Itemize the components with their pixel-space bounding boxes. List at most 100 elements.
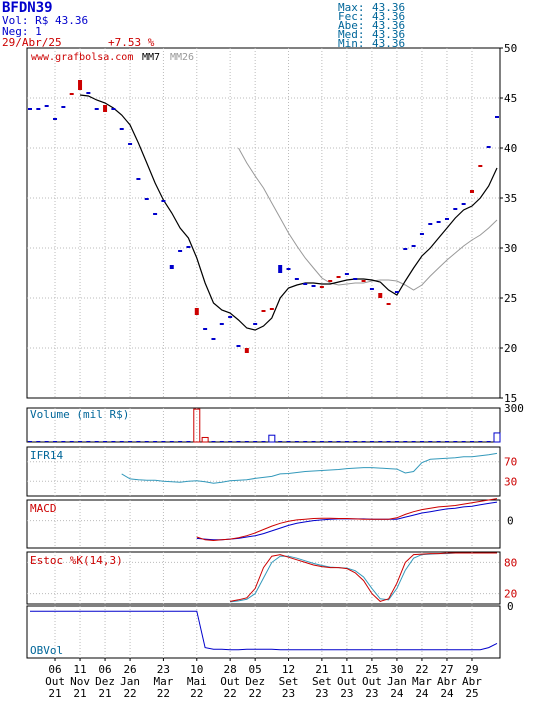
xtick-month: Jan [120,675,140,688]
price-candle [394,291,399,293]
price-candle [411,245,416,247]
volume-bar [311,441,316,442]
volume-bar [419,441,424,442]
price-candle [69,93,74,95]
legend-mm7: MM7 [142,52,160,63]
xtick-year: 25 [465,687,478,700]
volume-bar [28,441,32,442]
xtick-year: 22 [157,687,170,700]
trades-text: Neg: 1 [2,25,42,38]
price-candle [169,265,174,269]
xtick-year: 23 [365,687,378,700]
volume-bar [353,441,358,442]
xtick-month: Out [220,675,240,688]
volume-bar [111,441,116,442]
price-candle [78,80,83,90]
xtick-year: 24 [415,687,429,700]
volume-bar [144,441,149,442]
price-candle [94,108,99,110]
volume-bar [61,441,66,442]
stat-value-abe: 43.36 [372,19,406,32]
volume-bar [86,441,91,442]
stat-label-min: Min: [338,37,365,50]
price-candle [311,285,316,287]
price-candle [369,288,374,290]
volume-bar [186,441,191,442]
xtick-month: Out [337,675,357,688]
volume-bar [169,441,174,442]
macd-ytick-label: 0 [507,515,514,528]
xtick-day: 21 [315,663,328,676]
volume-bar [478,441,483,442]
volume-bar [44,441,49,442]
price-candle [419,233,424,235]
price-candle [219,323,224,325]
price-candle [436,221,441,223]
volume-bar [244,441,249,442]
volume-bar [103,441,108,442]
price-candle [286,268,291,270]
volume-bar [201,436,209,443]
stat-label-abe: Abe: [338,19,365,32]
price-candle [253,323,258,325]
volume-bar [444,441,449,442]
price-candle [61,106,66,108]
xtick-year: 23 [340,687,353,700]
ifr-label: IFR14 [30,449,63,462]
volume-bar [136,441,141,442]
volume-bar [219,441,224,442]
xtick-month: Mar [412,675,432,688]
xtick-year: 23 [282,687,295,700]
stat-label-med: Med: [338,28,365,41]
volume-bar [178,441,183,442]
price-candle [228,316,233,318]
stoch-k-line [230,552,497,602]
xtick-month: Out [45,675,65,688]
volume-bar [161,441,166,442]
volume-bar [78,441,83,442]
price-candle [86,92,91,94]
xtick-month: Jan [387,675,407,688]
chart-header: BFDN39 Vol: R$ 43.36 Neg: 1 29/Abr/25 +7… [0,0,545,50]
xtick-year: 23 [315,687,328,700]
volume-bar [328,441,333,442]
xtick-month: Dez [95,675,115,688]
xtick-year: 21 [98,687,111,700]
volume-bar [469,441,474,442]
price-candle [353,278,358,280]
ifr-panel [26,446,501,497]
xtick-day: 27 [440,663,453,676]
stat-value-min: 43.36 [372,37,406,50]
volume-bar [211,441,216,442]
price-candle [186,246,191,248]
volume-bar [486,441,491,442]
xtick-day: 06 [48,663,61,676]
volume-bar [294,441,299,442]
xtick-month: Dez [245,675,265,688]
volume-label: Volume (mil R$) [30,408,129,421]
xtick-year: 22 [249,687,262,700]
price-candle [136,178,141,180]
xtick-day: 25 [365,663,378,676]
xtick-month: Abr [437,675,457,688]
xtick-year: 21 [73,687,86,700]
price-candle [236,345,241,347]
volume-bar [69,441,74,442]
price-candle [478,165,483,167]
volume-bar [394,441,399,442]
volume-bar [361,441,366,442]
xtick-month: Mai [187,675,207,688]
stat-value-med: 43.36 [372,28,406,41]
volume-bar [153,441,158,442]
price-ytick-label: 50 [504,42,517,55]
price-candle [261,310,266,312]
xtick-year: 21 [48,687,61,700]
volume-bar [119,441,124,442]
xtick-month: Set [279,675,299,688]
xtick-year: 24 [440,687,454,700]
volume-bar [193,408,201,443]
price-candle [28,108,32,110]
obv-ytick-label: 0 [507,600,514,613]
watermark-label: www.grafbolsa.com [31,52,133,63]
